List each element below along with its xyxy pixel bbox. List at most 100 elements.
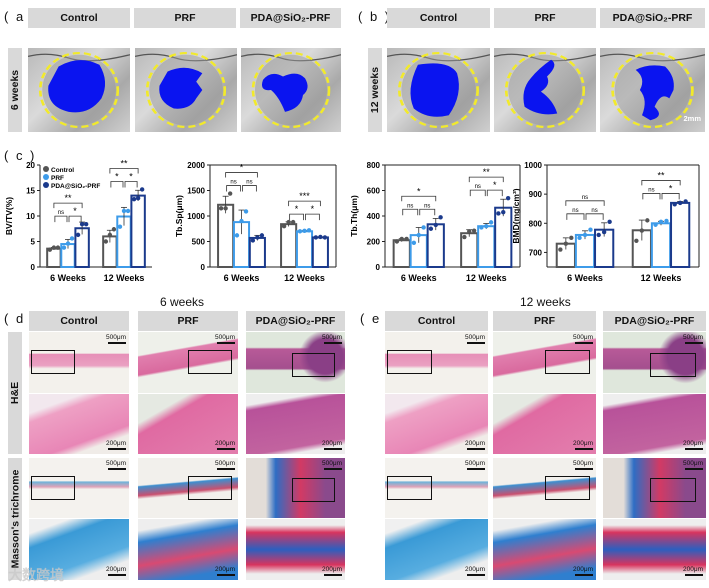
scale-bar: 200μm [465,440,485,450]
data-point [683,199,688,204]
significance-label: * [669,183,673,193]
row-label-text: Masson's trichrome [9,469,21,569]
y-tick-label: 20 [26,161,35,170]
y-axis-label: BMD(mg/cm³) [511,188,521,243]
scale-bar: 500μm [106,460,126,470]
data-point [416,232,421,238]
significance-label: ns [230,180,236,186]
significance-label: ** [64,193,72,203]
scale-bar-label: 200μm [464,566,485,573]
scale-bar-line [467,468,485,470]
significance-bracket [468,176,504,183]
zoom-region-box [291,352,336,377]
data-point [399,236,404,242]
zoom-region-box [291,478,336,502]
panel-label-a: ( a ) [4,9,38,24]
zoom-region-box [31,476,75,500]
legend-marker [43,182,49,188]
data-point [596,232,601,238]
data-point [121,208,127,214]
data-point [653,222,658,227]
data-point [79,221,85,227]
data-point [306,228,312,233]
scale-bar-label: 200μm [682,566,703,573]
scale-bar: 200μm [322,566,342,576]
histology-image: 500μm [385,332,488,393]
histology-image: 500μm [246,332,345,393]
bar [670,201,691,269]
significance-bracket [242,185,257,192]
histology-image: 500μm [493,458,596,518]
x-tick-label: 6 Weeks [50,273,86,283]
scale-bar: 200μm [573,566,593,576]
data-point [484,224,489,229]
scale-bar: 500μm [683,460,703,470]
scale-bar-label: 500μm [572,334,593,341]
zoom-region-box [650,478,696,502]
significance-bracket [585,213,604,220]
significance-bracket [401,195,437,202]
micro-ct-image [387,48,490,132]
scale-bar-label: 500μm [214,334,235,341]
panel-label-c: ( c ) [4,148,37,163]
bar-chart: 0 500 1000 1500 2000 Tb.Sp(μm) 6 Weeks ns ns * 12 … [174,161,337,283]
y-tick-label: 800 [367,161,381,170]
data-point [117,224,123,229]
data-point [135,195,141,201]
data-point [433,222,438,228]
histology-image: 200μm [603,519,706,580]
panel-d-title: 6 weeks [160,295,205,309]
data-point [563,241,569,246]
data-point [672,202,677,207]
data-point [462,234,467,240]
row-label: Masson's trichrome [8,458,22,580]
data-point [103,239,109,244]
data-point [588,227,593,232]
histology-image: 200μm [138,519,238,580]
micro-ct-image [241,48,341,132]
data-point [471,228,477,233]
scale-bar-line [467,448,485,450]
data-point [634,238,639,243]
bar [650,222,672,268]
scale-bar-line [217,342,235,344]
data-point [607,219,612,225]
histology-image: 200μm [29,519,129,580]
significance-bracket [566,213,585,220]
data-point [297,229,303,234]
histology-image: 500μm [246,458,345,518]
column-header: PDA@SiO₂-PRF [246,311,345,331]
y-tick-label: 900 [529,190,543,199]
scale-bar-label: 500μm [464,460,485,467]
histology-image: 500μm [493,332,596,393]
histology-image: 200μm [246,519,345,580]
histology-image: 500μm [603,332,706,393]
bar [477,225,496,268]
scale-bar-line [575,448,593,450]
bar [311,236,329,268]
legend-label: PDA@SiO₂-PRF [51,183,100,190]
significance-bracket [402,208,419,216]
scale-bar-line [685,468,703,470]
scale-bar: 200μm [215,440,235,450]
y-tick-label: 1000 [187,212,205,221]
data-point [218,206,224,211]
significance-bracket [225,172,258,178]
y-axis-label: BV/TV(%) [4,197,14,235]
histology-image: 500μm [138,332,238,393]
y-tick-label: 400 [367,212,381,221]
data-point [290,219,296,225]
data-point [75,232,81,238]
data-point [47,247,53,252]
column-header: PDA@SiO₂-PRF [600,8,705,28]
column-header: PRF [134,8,236,28]
scale-bar-label: 500μm [682,334,703,341]
data-point [421,225,426,230]
scale-bar-line [324,448,342,450]
significance-label: ** [657,170,665,180]
significance-label: * [115,171,119,181]
data-point [658,219,664,225]
data-point [227,191,233,196]
significance-label: * [493,180,497,190]
column-header: Control [29,311,129,331]
